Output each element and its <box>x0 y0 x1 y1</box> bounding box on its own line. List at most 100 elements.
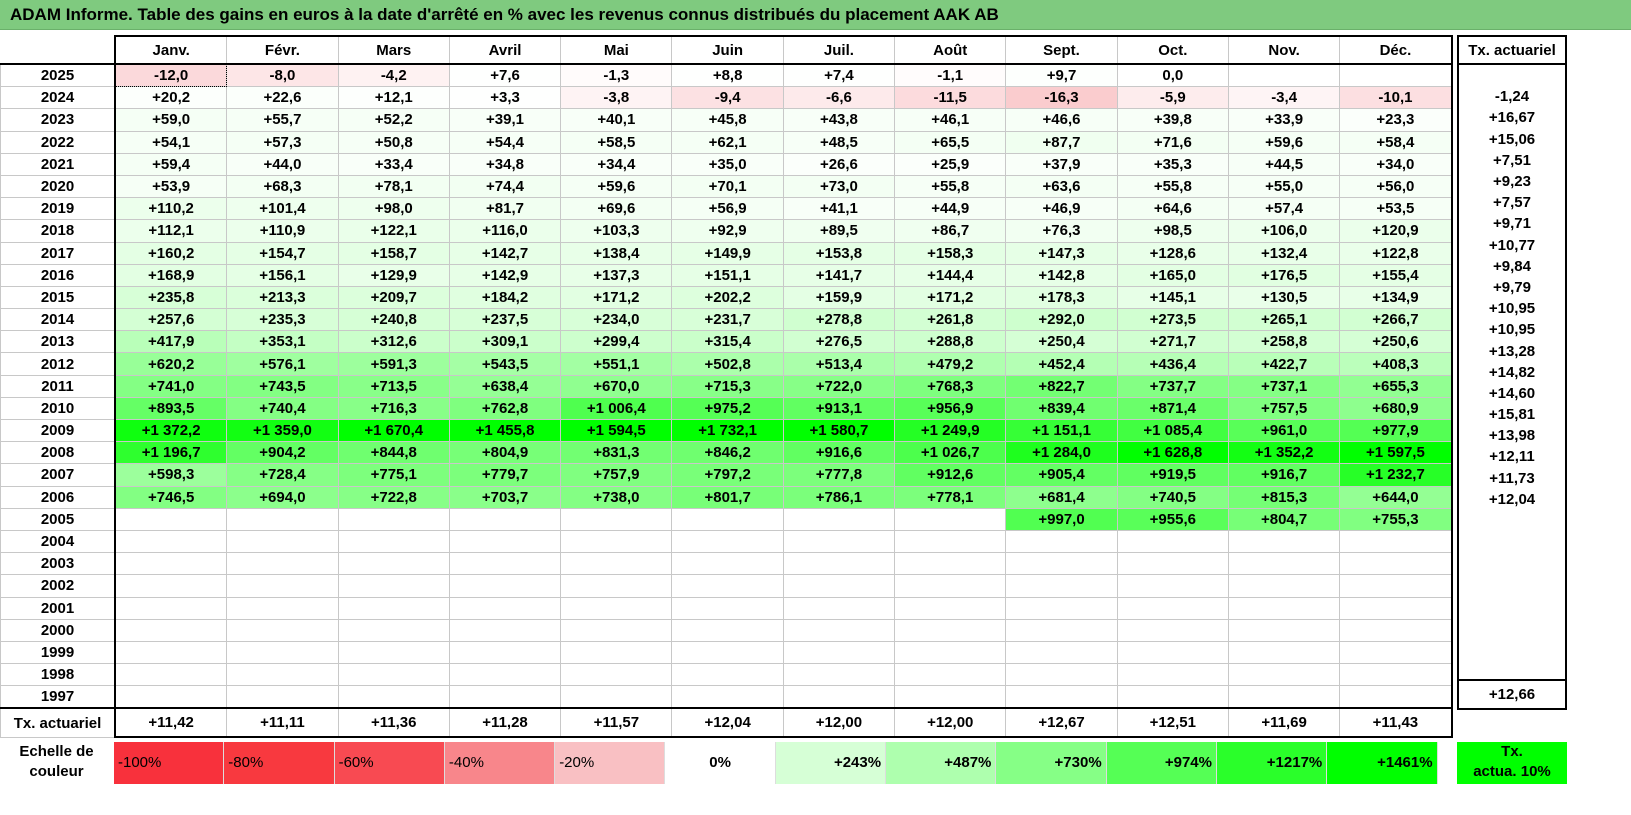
gain-cell[interactable]: +103,3 <box>560 219 673 243</box>
gain-cell[interactable]: +59,4 <box>114 152 228 176</box>
gain-cell[interactable] <box>226 618 339 642</box>
gain-cell[interactable] <box>894 574 1007 598</box>
gain-cell[interactable]: +40,1 <box>560 108 673 132</box>
gain-cell[interactable] <box>1005 640 1118 665</box>
gain-cell[interactable] <box>1227 685 1341 709</box>
gain-cell[interactable]: +1 670,4 <box>337 418 450 443</box>
gain-cell[interactable] <box>448 507 562 531</box>
gain-cell[interactable]: +142,8 <box>1005 263 1118 287</box>
gain-cell[interactable]: +436,4 <box>1116 352 1229 376</box>
gain-cell[interactable]: +68,3 <box>226 174 339 199</box>
gain-cell[interactable]: +22,6 <box>226 86 339 110</box>
gain-cell[interactable]: +184,2 <box>448 285 562 310</box>
gain-cell[interactable] <box>1005 596 1118 620</box>
gain-cell[interactable]: +234,0 <box>560 308 673 332</box>
gain-cell[interactable] <box>1005 663 1118 687</box>
gain-cell[interactable]: +92,9 <box>671 219 784 243</box>
gain-cell[interactable] <box>337 507 450 531</box>
gain-cell[interactable]: +33,4 <box>337 152 450 176</box>
gain-cell[interactable] <box>337 596 450 620</box>
gain-cell[interactable]: +722,8 <box>337 485 450 509</box>
gain-cell[interactable]: +913,1 <box>782 396 896 421</box>
gain-cell[interactable]: +147,3 <box>1005 241 1118 265</box>
gain-cell[interactable]: +237,5 <box>448 308 562 332</box>
gain-cell[interactable]: +106,0 <box>1227 219 1341 243</box>
gain-cell[interactable]: +202,2 <box>671 285 784 310</box>
gain-cell[interactable] <box>226 507 339 531</box>
gain-cell[interactable]: +273,5 <box>1116 308 1229 332</box>
gain-cell[interactable]: +149,9 <box>671 241 784 265</box>
gain-cell[interactable]: +25,9 <box>894 152 1007 176</box>
gain-cell[interactable]: +178,3 <box>1005 285 1118 310</box>
gain-cell[interactable]: +45,8 <box>671 108 784 132</box>
gain-cell[interactable]: +44,5 <box>1227 152 1341 176</box>
gain-cell[interactable]: +713,5 <box>337 374 450 398</box>
gain-cell[interactable]: +171,2 <box>894 285 1007 310</box>
gain-cell[interactable]: +681,4 <box>1005 485 1118 509</box>
gain-cell[interactable]: +74,4 <box>448 174 562 199</box>
gain-cell[interactable]: +1 085,4 <box>1116 418 1229 443</box>
gain-cell[interactable]: +904,2 <box>226 441 339 465</box>
gain-cell[interactable]: +815,3 <box>1227 485 1341 509</box>
gain-cell[interactable]: +680,9 <box>1339 396 1453 421</box>
gain-cell[interactable] <box>1339 640 1453 665</box>
gain-cell[interactable]: +62,1 <box>671 130 784 154</box>
gain-cell[interactable]: +762,8 <box>448 396 562 421</box>
gain-cell[interactable] <box>1227 552 1341 576</box>
gain-cell[interactable] <box>226 552 339 576</box>
gain-cell[interactable]: +159,9 <box>782 285 896 310</box>
gain-cell[interactable] <box>114 529 228 554</box>
gain-cell[interactable]: +53,5 <box>1339 197 1453 221</box>
gain-cell[interactable]: +141,7 <box>782 263 896 287</box>
gain-cell[interactable] <box>1227 596 1341 620</box>
gain-cell[interactable] <box>448 529 562 554</box>
gain-cell[interactable]: +57,4 <box>1227 197 1341 221</box>
gain-cell[interactable]: +598,3 <box>114 463 228 487</box>
gain-cell[interactable]: +168,9 <box>114 263 228 287</box>
gain-cell[interactable]: +122,1 <box>337 219 450 243</box>
gain-cell[interactable] <box>782 552 896 576</box>
gain-cell[interactable]: +7,6 <box>448 63 562 88</box>
gain-cell[interactable] <box>1227 529 1341 554</box>
gain-cell[interactable]: +151,1 <box>671 263 784 287</box>
gain-cell[interactable]: +23,3 <box>1339 108 1453 132</box>
gain-cell[interactable]: -9,4 <box>671 86 784 110</box>
gain-cell[interactable]: +258,8 <box>1227 330 1341 354</box>
gain-cell[interactable]: +741,0 <box>114 374 228 398</box>
gain-cell[interactable]: +905,4 <box>1005 463 1118 487</box>
gain-cell[interactable]: +59,6 <box>560 174 673 199</box>
gain-cell[interactable]: +1 151,1 <box>1005 418 1118 443</box>
gain-cell[interactable]: +89,5 <box>782 219 896 243</box>
gain-cell[interactable] <box>894 640 1007 665</box>
gain-cell[interactable] <box>114 574 228 598</box>
gain-cell[interactable] <box>560 640 673 665</box>
gain-cell[interactable] <box>337 529 450 554</box>
gain-cell[interactable]: +778,1 <box>894 485 1007 509</box>
gain-cell[interactable] <box>226 663 339 687</box>
gain-cell[interactable]: +55,8 <box>1116 174 1229 199</box>
gain-cell[interactable]: +1 732,1 <box>671 418 784 443</box>
gain-cell[interactable]: +35,3 <box>1116 152 1229 176</box>
gain-cell[interactable] <box>671 574 784 598</box>
gain-cell[interactable]: +86,7 <box>894 219 1007 243</box>
gain-cell[interactable]: +240,8 <box>337 308 450 332</box>
gain-cell[interactable]: +997,0 <box>1005 507 1118 531</box>
gain-cell[interactable]: +722,0 <box>782 374 896 398</box>
gain-cell[interactable]: +551,1 <box>560 352 673 376</box>
gain-cell[interactable] <box>671 618 784 642</box>
gain-cell[interactable] <box>226 529 339 554</box>
gain-cell[interactable] <box>1227 574 1341 598</box>
gain-cell[interactable]: +158,3 <box>894 241 1007 265</box>
gain-cell[interactable] <box>1339 596 1453 620</box>
gain-cell[interactable]: +87,7 <box>1005 130 1118 154</box>
gain-cell[interactable]: +20,2 <box>114 86 228 110</box>
gain-cell[interactable] <box>671 685 784 709</box>
gain-cell[interactable]: +120,9 <box>1339 219 1453 243</box>
gain-cell[interactable]: +46,6 <box>1005 108 1118 132</box>
gain-cell[interactable] <box>894 596 1007 620</box>
gain-cell[interactable] <box>114 640 228 665</box>
gain-cell[interactable]: +153,8 <box>782 241 896 265</box>
gain-cell[interactable]: +292,0 <box>1005 308 1118 332</box>
gain-cell[interactable]: +34,0 <box>1339 152 1453 176</box>
gain-cell[interactable]: +46,9 <box>1005 197 1118 221</box>
